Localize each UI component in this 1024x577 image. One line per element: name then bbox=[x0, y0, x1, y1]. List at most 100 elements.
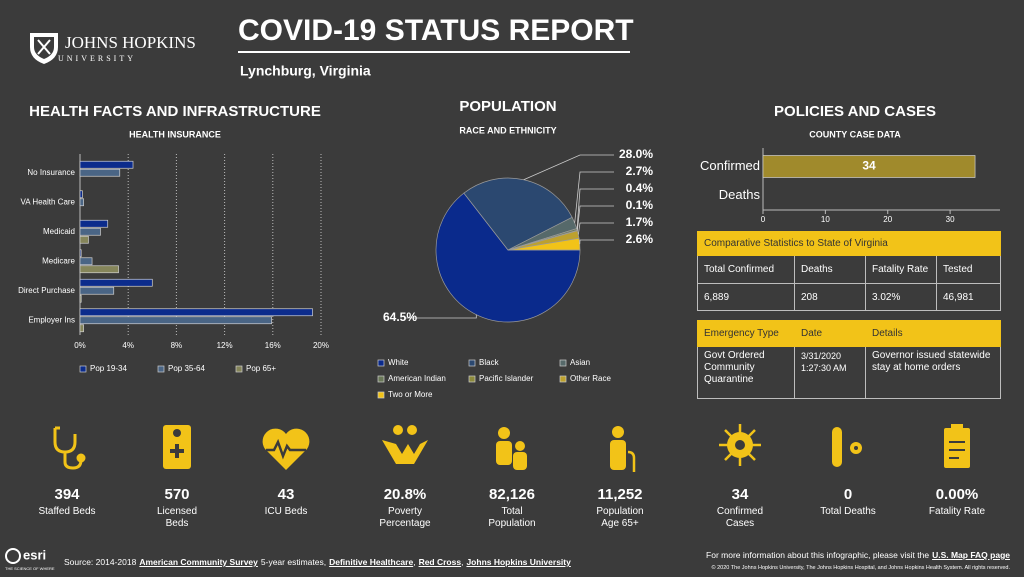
stat: 0.00% Fatality Rate bbox=[915, 486, 999, 518]
bar bbox=[79, 294, 82, 303]
legend-swatch bbox=[377, 375, 385, 383]
stat: 43 ICU Beds bbox=[244, 486, 328, 518]
x-tick-label: 0% bbox=[74, 341, 86, 350]
leader-line bbox=[579, 239, 614, 245]
legend-label: Pop 65+ bbox=[246, 364, 276, 373]
table-title: Comparative Statistics to State of Virgi… bbox=[697, 231, 1001, 256]
stat-label: Poverty Percentage bbox=[379, 506, 431, 529]
table-header: Emergency Type bbox=[697, 320, 795, 347]
table-header: Tested bbox=[936, 255, 1001, 284]
legend-label: Asian bbox=[570, 358, 590, 367]
section-title: HEALTH FACTS AND INFRASTRUCTURE bbox=[29, 103, 321, 120]
table-header: Date bbox=[794, 320, 866, 347]
logo-name: JOHNS HOPKINS bbox=[65, 33, 196, 52]
chart-subtitle: HEALTH INSURANCE bbox=[129, 129, 221, 139]
stat-label: Staffed Beds bbox=[38, 506, 96, 517]
source-link[interactable]: Red Cross bbox=[418, 557, 462, 567]
table-cell: 3/31/2020 1:27:30 AM bbox=[794, 346, 866, 399]
table-header: Total Confirmed bbox=[697, 255, 795, 284]
footer-source: Source: 2014-2018 American Community Surv… bbox=[64, 557, 571, 567]
leader-line bbox=[523, 154, 614, 181]
location: Lynchburg, Virginia bbox=[240, 63, 371, 79]
esri-logo bbox=[5, 548, 21, 564]
logo-sub: UNIVERSITY bbox=[58, 54, 136, 63]
bar bbox=[79, 168, 121, 177]
x-tick-label: 16% bbox=[265, 341, 281, 350]
legend-swatch bbox=[468, 375, 476, 383]
leader-line bbox=[576, 205, 614, 231]
x-tick-label: 12% bbox=[217, 341, 233, 350]
stat: 34 Confirmed Cases bbox=[698, 486, 782, 530]
table-cell: 3.02% bbox=[865, 283, 937, 311]
x-tick-label: 20% bbox=[313, 341, 329, 350]
stat-value: 570 bbox=[164, 486, 190, 503]
data-label: 2.6% bbox=[626, 232, 654, 246]
data-label: 28.0% bbox=[619, 147, 653, 161]
stat-value: 43 bbox=[277, 486, 295, 503]
data-label: 0.4% bbox=[626, 181, 654, 195]
legend-swatch bbox=[377, 359, 385, 367]
table-cell: 208 bbox=[794, 283, 866, 311]
category-label: No Insurance bbox=[27, 168, 75, 177]
stat: 20.8% Poverty Percentage bbox=[363, 486, 447, 530]
legend-swatch bbox=[157, 365, 165, 373]
source-link[interactable]: American Community Survey bbox=[139, 557, 258, 567]
legend-label: Pop 35-64 bbox=[168, 364, 205, 373]
stat-label: Total Population bbox=[488, 506, 536, 529]
x-tick-label: 8% bbox=[171, 341, 183, 350]
category-label: Medicare bbox=[42, 256, 75, 265]
category-label: Confirmed bbox=[700, 158, 760, 173]
pie-slice bbox=[463, 177, 573, 251]
x-tick-label: 20 bbox=[883, 215, 892, 224]
table-header: Deaths bbox=[794, 255, 866, 284]
stat: 0 Total Deaths bbox=[806, 486, 890, 518]
legend-label: White bbox=[388, 358, 409, 367]
bar bbox=[79, 316, 272, 325]
legend-label: Pop 19-34 bbox=[90, 364, 127, 373]
chart-subtitle: RACE AND ETHNICITY bbox=[459, 125, 556, 135]
source-link[interactable]: Definitive Healthcare bbox=[329, 557, 414, 567]
stat-value: 34 bbox=[731, 486, 749, 503]
leader-line bbox=[577, 222, 614, 235]
bar bbox=[79, 324, 84, 333]
legend-swatch bbox=[468, 359, 476, 367]
category-label: Employer Ins bbox=[28, 315, 75, 324]
emergency-table: Emergency Type Date Details Govt Ordered… bbox=[697, 320, 1001, 399]
stat-label: Population Age 65+ bbox=[596, 506, 644, 529]
bar bbox=[79, 249, 82, 258]
esri-name: esri bbox=[23, 547, 46, 562]
info-link[interactable]: U.S. Map FAQ page bbox=[932, 550, 1010, 560]
bar bbox=[79, 308, 313, 317]
legend-swatch bbox=[79, 365, 87, 373]
x-tick-label: 30 bbox=[946, 215, 955, 224]
data-label: 0.1% bbox=[626, 198, 654, 212]
source-text: Source: 2014-2018 bbox=[64, 557, 137, 567]
section-title: POLICIES AND CASES bbox=[774, 103, 936, 120]
data-label: 2.7% bbox=[626, 164, 654, 178]
data-label: 64.5% bbox=[383, 310, 417, 324]
bar bbox=[79, 265, 119, 274]
stat: 570 Licensed Beds bbox=[135, 486, 219, 530]
bar bbox=[79, 227, 101, 236]
stat-value: 0 bbox=[843, 486, 853, 503]
source-link[interactable]: Johns Hopkins University bbox=[466, 557, 571, 567]
table-cell: Governor issued statewide stay at home o… bbox=[865, 346, 1001, 399]
stat-value: 82,126 bbox=[489, 486, 535, 503]
bar bbox=[79, 257, 93, 266]
stat-label: Fatality Rate bbox=[928, 506, 986, 517]
x-tick-label: 0 bbox=[761, 215, 766, 224]
bar bbox=[79, 219, 109, 228]
data-label: 1.7% bbox=[626, 215, 654, 229]
legend-swatch bbox=[235, 365, 243, 373]
source-text: , bbox=[461, 557, 464, 567]
x-tick-label: 4% bbox=[122, 341, 134, 350]
category-label: Medicaid bbox=[43, 227, 75, 236]
esri-tagline: THE SCIENCE OF WHERE bbox=[5, 566, 55, 571]
data-label: 34 bbox=[862, 159, 876, 173]
leader-line bbox=[576, 188, 614, 230]
stat-value: 394 bbox=[54, 486, 80, 503]
table-cell: 6,889 bbox=[697, 283, 795, 311]
stat-value: 11,252 bbox=[597, 486, 643, 503]
stat-icons bbox=[53, 424, 970, 472]
